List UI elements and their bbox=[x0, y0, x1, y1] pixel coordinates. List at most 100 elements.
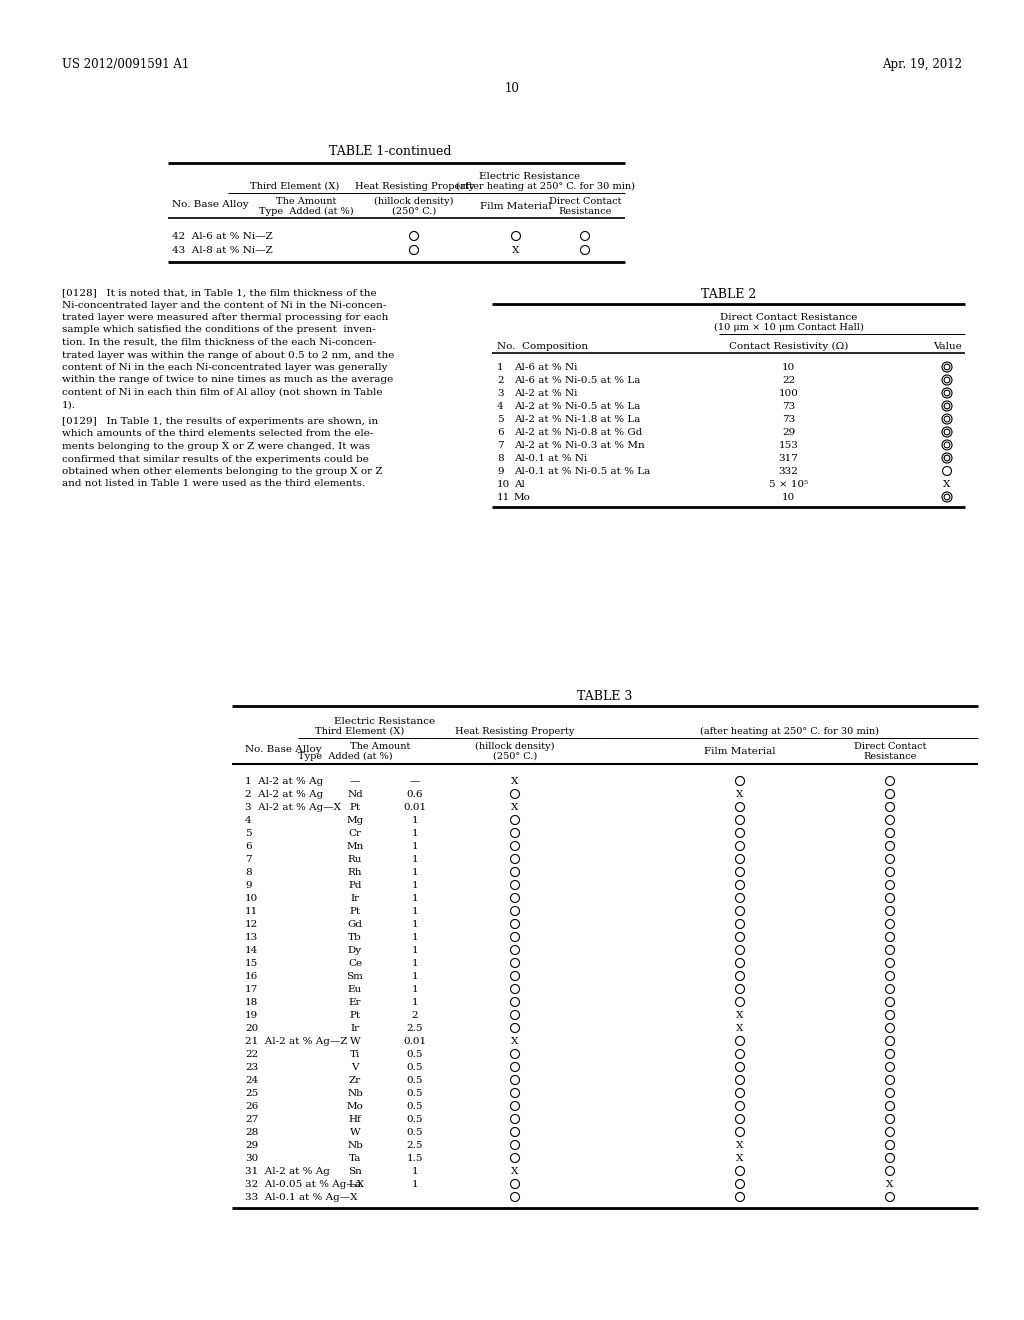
Text: 332: 332 bbox=[778, 467, 799, 477]
Text: US 2012/0091591 A1: US 2012/0091591 A1 bbox=[62, 58, 189, 71]
Text: and not listed in Table 1 were used as the third elements.: and not listed in Table 1 were used as t… bbox=[62, 479, 366, 488]
Text: 7: 7 bbox=[245, 855, 252, 865]
Text: Value: Value bbox=[933, 342, 962, 351]
Text: 1: 1 bbox=[412, 880, 419, 890]
Text: Ir: Ir bbox=[350, 1024, 359, 1034]
Text: 29: 29 bbox=[245, 1140, 258, 1150]
Text: 10: 10 bbox=[782, 363, 795, 372]
Text: 42  Al-6 at % Ni—Z: 42 Al-6 at % Ni—Z bbox=[172, 232, 272, 242]
Text: X: X bbox=[511, 777, 519, 785]
Text: Rh: Rh bbox=[348, 869, 362, 876]
Text: 15: 15 bbox=[245, 960, 258, 968]
Text: (hillock density): (hillock density) bbox=[475, 742, 555, 751]
Text: [0128]   It is noted that, in Table 1, the film thickness of the: [0128] It is noted that, in Table 1, the… bbox=[62, 288, 377, 297]
Text: Ir: Ir bbox=[350, 894, 359, 903]
Text: Al-0.1 at % Ni: Al-0.1 at % Ni bbox=[514, 454, 587, 463]
Text: 100: 100 bbox=[778, 389, 799, 399]
Text: X: X bbox=[943, 480, 950, 488]
Text: 4: 4 bbox=[245, 816, 252, 825]
Text: (10 μm × 10 μm Contact Hall): (10 μm × 10 μm Contact Hall) bbox=[714, 323, 863, 333]
Text: Al-2 at % Ni-0.3 at % Mn: Al-2 at % Ni-0.3 at % Mn bbox=[514, 441, 645, 450]
Text: Pt: Pt bbox=[349, 1011, 360, 1020]
Text: [0129]   In Table 1, the results of experiments are shown, in: [0129] In Table 1, the results of experi… bbox=[62, 417, 378, 426]
Text: Al-6 at % Ni: Al-6 at % Ni bbox=[514, 363, 578, 372]
Text: Direct Contact: Direct Contact bbox=[549, 197, 622, 206]
Text: TABLE 2: TABLE 2 bbox=[700, 288, 756, 301]
Text: Direct Contact: Direct Contact bbox=[854, 742, 927, 751]
Text: TABLE 1-continued: TABLE 1-continued bbox=[329, 145, 452, 158]
Text: W: W bbox=[349, 1038, 360, 1045]
Text: Film Material: Film Material bbox=[480, 202, 552, 211]
Text: Film Material: Film Material bbox=[705, 747, 776, 756]
Text: X: X bbox=[887, 1180, 894, 1189]
Text: No. Base Alloy: No. Base Alloy bbox=[172, 201, 249, 209]
Text: 1: 1 bbox=[412, 894, 419, 903]
Text: No. Base Alloy: No. Base Alloy bbox=[245, 744, 322, 754]
Text: Mo: Mo bbox=[514, 492, 530, 502]
Text: Mg: Mg bbox=[346, 816, 364, 825]
Text: Third Element (X): Third Element (X) bbox=[251, 182, 340, 191]
Text: X: X bbox=[736, 1024, 743, 1034]
Text: 0.5: 0.5 bbox=[407, 1063, 423, 1072]
Text: 2  Al-2 at % Ag: 2 Al-2 at % Ag bbox=[245, 789, 324, 799]
Text: —: — bbox=[350, 777, 360, 785]
Text: 1  Al-2 at % Ag: 1 Al-2 at % Ag bbox=[245, 777, 324, 785]
Text: Electric Resistance: Electric Resistance bbox=[479, 172, 581, 181]
Text: 2.5: 2.5 bbox=[407, 1140, 423, 1150]
Text: 28: 28 bbox=[245, 1129, 258, 1137]
Text: X: X bbox=[736, 1011, 743, 1020]
Text: (hillock density): (hillock density) bbox=[374, 197, 454, 206]
Text: 1: 1 bbox=[412, 1167, 419, 1176]
Text: 1).: 1). bbox=[62, 400, 76, 409]
Text: content of Ni in each thin film of Al alloy (not shown in Table: content of Ni in each thin film of Al al… bbox=[62, 388, 383, 397]
Text: 20: 20 bbox=[245, 1024, 258, 1034]
Text: 73: 73 bbox=[782, 403, 795, 411]
Text: 29: 29 bbox=[782, 428, 795, 437]
Text: 24: 24 bbox=[245, 1076, 258, 1085]
Text: 11: 11 bbox=[497, 492, 510, 502]
Text: within the range of twice to nine times as much as the average: within the range of twice to nine times … bbox=[62, 375, 393, 384]
Text: Al-2 at % Ni-0.5 at % La: Al-2 at % Ni-0.5 at % La bbox=[514, 403, 640, 411]
Text: 6: 6 bbox=[497, 428, 504, 437]
Text: obtained when other elements belonging to the group X or Z: obtained when other elements belonging t… bbox=[62, 467, 383, 477]
Text: 1: 1 bbox=[412, 998, 419, 1007]
Text: (250° C.): (250° C.) bbox=[493, 752, 538, 762]
Text: 0.5: 0.5 bbox=[407, 1129, 423, 1137]
Text: 22: 22 bbox=[782, 376, 795, 385]
Text: 11: 11 bbox=[245, 907, 258, 916]
Text: 1: 1 bbox=[412, 907, 419, 916]
Text: Al-0.1 at % Ni-0.5 at % La: Al-0.1 at % Ni-0.5 at % La bbox=[514, 467, 650, 477]
Text: Electric Resistance: Electric Resistance bbox=[335, 717, 435, 726]
Text: Ti: Ti bbox=[350, 1049, 360, 1059]
Text: Eu: Eu bbox=[348, 985, 362, 994]
Text: Heat Resisting Property: Heat Resisting Property bbox=[456, 727, 574, 737]
Text: 317: 317 bbox=[778, 454, 799, 463]
Text: 1: 1 bbox=[412, 972, 419, 981]
Text: Al-2 at % Ni-0.8 at % Gd: Al-2 at % Ni-0.8 at % Gd bbox=[514, 428, 642, 437]
Text: 32  Al-0.05 at % Ag—X: 32 Al-0.05 at % Ag—X bbox=[245, 1180, 365, 1189]
Text: 22: 22 bbox=[245, 1049, 258, 1059]
Text: Cr: Cr bbox=[348, 829, 361, 838]
Text: sample which satisfied the conditions of the present  inven-: sample which satisfied the conditions of… bbox=[62, 326, 376, 334]
Text: Al-2 at % Ni-1.8 at % La: Al-2 at % Ni-1.8 at % La bbox=[514, 414, 640, 424]
Text: 1: 1 bbox=[412, 1180, 419, 1189]
Text: 1: 1 bbox=[412, 933, 419, 942]
Text: 1: 1 bbox=[412, 869, 419, 876]
Text: X: X bbox=[512, 246, 520, 255]
Text: (after heating at 250° C. for 30 min): (after heating at 250° C. for 30 min) bbox=[456, 182, 635, 191]
Text: 1: 1 bbox=[497, 363, 504, 372]
Text: Ru: Ru bbox=[348, 855, 362, 865]
Text: 5: 5 bbox=[497, 414, 504, 424]
Text: 10: 10 bbox=[245, 894, 258, 903]
Text: Nd: Nd bbox=[347, 789, 362, 799]
Text: 5 × 10⁵: 5 × 10⁵ bbox=[769, 480, 808, 488]
Text: 1: 1 bbox=[412, 960, 419, 968]
Text: 27: 27 bbox=[245, 1115, 258, 1125]
Text: 0.5: 0.5 bbox=[407, 1089, 423, 1098]
Text: TABLE 3: TABLE 3 bbox=[578, 690, 633, 704]
Text: Tb: Tb bbox=[348, 933, 361, 942]
Text: 1: 1 bbox=[412, 855, 419, 865]
Text: 33  Al-0.1 at % Ag—X: 33 Al-0.1 at % Ag—X bbox=[245, 1193, 357, 1203]
Text: 9: 9 bbox=[245, 880, 252, 890]
Text: Ce: Ce bbox=[348, 960, 362, 968]
